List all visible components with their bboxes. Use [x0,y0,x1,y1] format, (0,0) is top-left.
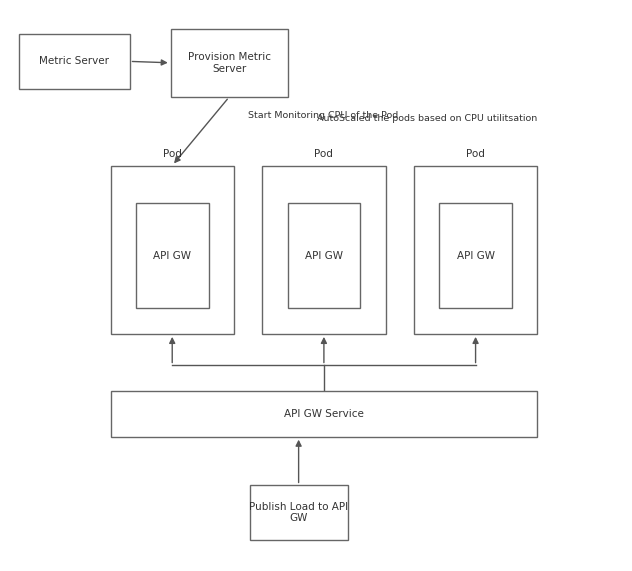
Text: Pod: Pod [315,148,333,159]
Text: Start Monitoring CPU of the Pod: Start Monitoring CPU of the Pod [248,111,398,120]
Text: Provision Metric
Server: Provision Metric Server [188,52,270,74]
FancyBboxPatch shape [136,203,209,308]
Text: AutoScaled the pods based on CPU utilitsation: AutoScaled the pods based on CPU utilits… [317,114,537,123]
FancyBboxPatch shape [19,34,130,89]
FancyBboxPatch shape [111,391,537,437]
Text: API GW: API GW [305,251,343,260]
Text: API GW Service: API GW Service [284,409,364,419]
FancyBboxPatch shape [288,203,360,308]
Text: API GW: API GW [153,251,191,260]
FancyBboxPatch shape [171,29,288,97]
FancyBboxPatch shape [439,203,512,308]
Text: Pod: Pod [163,148,181,159]
FancyBboxPatch shape [262,166,386,334]
FancyBboxPatch shape [414,166,537,334]
Text: Metric Server: Metric Server [39,57,109,66]
Text: Publish Load to API
GW: Publish Load to API GW [249,502,348,523]
Text: Pod: Pod [466,148,485,159]
FancyBboxPatch shape [111,166,234,334]
Text: API GW: API GW [456,251,495,260]
FancyBboxPatch shape [250,485,348,540]
